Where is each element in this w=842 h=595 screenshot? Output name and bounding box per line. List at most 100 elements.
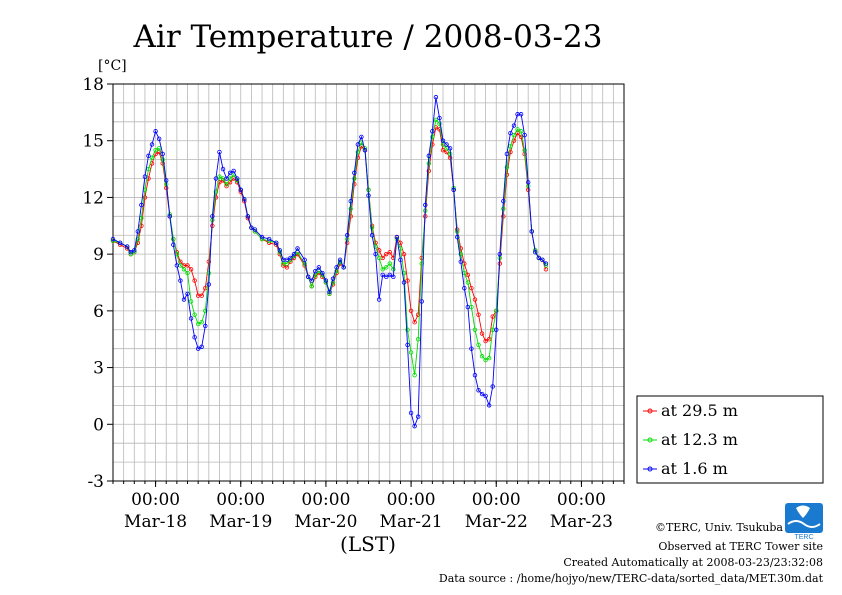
data-point	[518, 112, 524, 117]
data-point	[518, 129, 524, 134]
data-point	[153, 147, 158, 153]
data-point	[472, 372, 478, 378]
data-point	[146, 153, 151, 159]
data-point	[376, 297, 382, 302]
copyright-text: ©TERC, Univ. Tsukuba	[655, 521, 783, 534]
legend-box	[636, 395, 824, 484]
data-point	[525, 180, 531, 185]
data-point	[543, 261, 549, 266]
data-point	[160, 151, 165, 157]
data-point	[387, 272, 392, 278]
data-point	[334, 265, 339, 270]
data-point	[384, 265, 389, 270]
data-point	[437, 115, 442, 121]
data-point	[447, 146, 453, 151]
data-point	[479, 354, 485, 359]
data-point	[412, 423, 417, 429]
data-point	[469, 346, 474, 351]
data-point	[117, 240, 123, 245]
data-point	[274, 240, 279, 245]
data-point	[323, 278, 329, 283]
data-point	[433, 95, 439, 100]
data-point	[369, 233, 375, 238]
data-point	[320, 270, 325, 276]
data-point	[167, 214, 172, 219]
x-tick-date: Mar-21	[380, 512, 443, 532]
data-point	[536, 255, 542, 261]
data-point	[245, 214, 251, 219]
data-point	[415, 337, 421, 342]
data-point	[469, 285, 474, 291]
data-point	[440, 138, 446, 143]
data-point	[490, 384, 495, 389]
legend-entry: at 1.6 m	[661, 459, 728, 478]
data-point	[110, 236, 116, 242]
data-point	[235, 176, 240, 181]
x-tick-date: Mar-23	[550, 512, 613, 532]
data-point	[501, 214, 506, 219]
data-point	[405, 327, 410, 332]
data-point	[128, 250, 133, 255]
data-point	[295, 246, 300, 251]
data-point	[210, 214, 215, 219]
data-point	[387, 261, 392, 266]
data-point	[217, 149, 222, 155]
data-point	[440, 147, 446, 153]
y-tick-label: 15	[82, 132, 104, 152]
data-point	[540, 257, 545, 263]
data-point	[153, 129, 158, 134]
data-point	[355, 149, 361, 155]
data-point	[423, 202, 428, 208]
x-tick-date: Mar-20	[294, 512, 357, 532]
data-point	[181, 267, 187, 272]
data-point	[203, 323, 208, 329]
x-tick-date: Mar-19	[209, 512, 272, 532]
x-tick-time: 00:00	[131, 490, 180, 510]
data-point	[156, 136, 162, 142]
y-tick-label: -3	[87, 472, 104, 492]
data-point	[412, 320, 417, 325]
data-point	[149, 155, 155, 160]
y-tick-label: 0	[93, 415, 104, 435]
logo-text: TERC	[794, 534, 813, 541]
data-point	[369, 225, 375, 230]
data-point	[451, 187, 456, 193]
data-point	[433, 117, 439, 123]
data-point	[242, 197, 247, 202]
data-point	[188, 316, 194, 321]
x-ticks: 00:00Mar-1800:00Mar-1900:00Mar-2000:00Ma…	[112, 481, 625, 532]
data-point	[476, 342, 481, 348]
y-axis-label: [°C]	[98, 58, 127, 74]
data-point	[504, 164, 510, 170]
data-point	[483, 393, 488, 399]
data-point	[305, 274, 311, 280]
data-point	[316, 265, 322, 270]
y-tick-label: 3	[93, 359, 104, 379]
data-point	[376, 248, 382, 253]
data-point	[227, 170, 233, 176]
data-point	[224, 181, 229, 187]
data-point	[486, 403, 492, 408]
data-point	[348, 206, 353, 211]
data-point	[508, 149, 513, 155]
data-point	[444, 142, 449, 147]
data-point	[309, 284, 314, 289]
data-point	[203, 308, 208, 314]
data-point	[355, 142, 361, 147]
data-point	[217, 180, 222, 185]
data-point	[387, 250, 392, 255]
data-point	[199, 344, 204, 349]
data-point	[401, 251, 407, 257]
y-tick-label: 9	[93, 245, 104, 265]
data-point	[494, 308, 499, 314]
legend: at 29.5 m at 12.3 m at 1.6 m	[636, 395, 824, 484]
source-text: Data source : /home/hojyo/new/TERC-data/…	[439, 572, 824, 585]
data-point	[430, 134, 435, 140]
data-point	[408, 410, 414, 416]
data-point	[185, 270, 190, 276]
data-point	[490, 314, 495, 319]
y-tick-label: 18	[82, 75, 104, 95]
data-point	[394, 234, 400, 240]
data-point	[497, 251, 502, 257]
data-point	[238, 187, 243, 193]
